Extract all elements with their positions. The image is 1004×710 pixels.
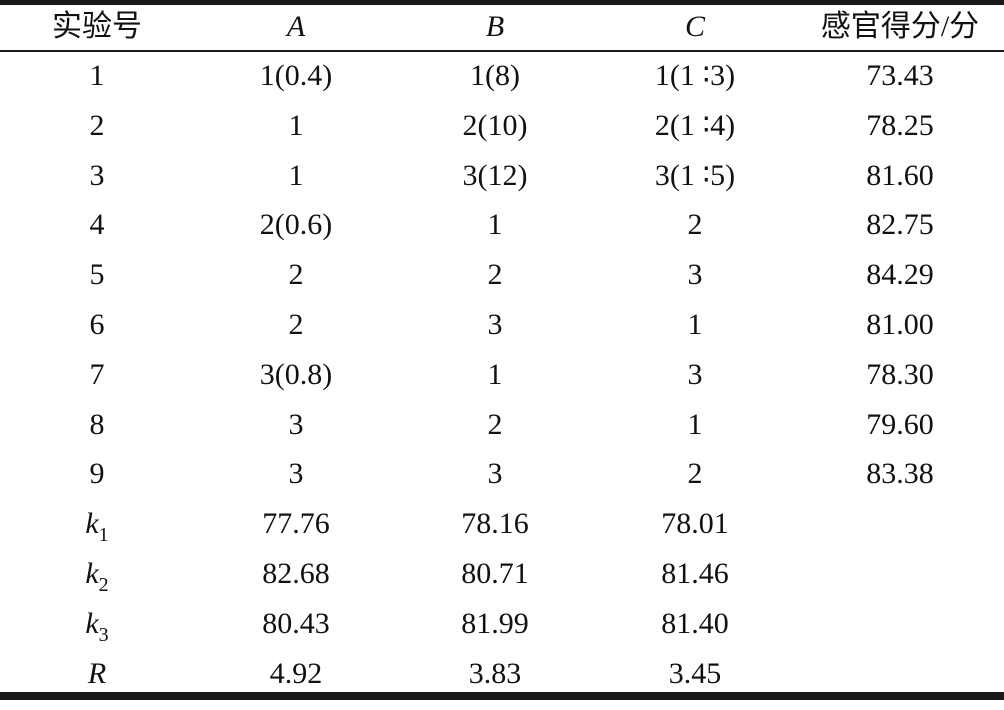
- table-cell: 2: [487, 258, 503, 292]
- table-cell: 3: [288, 407, 304, 441]
- table-header-rule: [0, 50, 1004, 52]
- table-cell: 3: [687, 357, 703, 391]
- header-cell: 实验号: [52, 10, 142, 43]
- table-cell: 2(0.6): [259, 208, 333, 242]
- summary-symbol: k: [85, 557, 99, 590]
- table-cell: 3: [487, 308, 503, 341]
- table-cell: 1: [288, 108, 304, 142]
- table-cell: 5: [89, 258, 105, 292]
- table-cell: 1(0.4): [259, 59, 333, 92]
- summary-row: R 4.92 3.83 3.45: [0, 649, 1004, 699]
- table-row: 9 3 3 2 83.38: [0, 449, 1004, 499]
- table-cell: 81.00: [866, 308, 934, 341]
- summary-cell: 81.99: [461, 606, 529, 640]
- table-cell: 2(1 ∶4): [654, 108, 736, 142]
- summary-cell: 4.92: [269, 656, 323, 690]
- table-cell: 2: [288, 258, 304, 292]
- header-cell: B: [395, 2, 595, 52]
- header-cell: 感官得分/分: [820, 10, 980, 43]
- table-cell: 3: [89, 158, 105, 192]
- summary-row: k3 80.43 81.99 81.40: [0, 599, 1004, 649]
- table-top-rule: [0, 0, 1004, 5]
- table-cell: 1(8): [470, 59, 520, 92]
- summary-cell: 78.16: [461, 507, 529, 541]
- summary-symbol: R: [87, 656, 107, 690]
- table-cell: 1: [89, 59, 105, 92]
- table-cell: 1: [687, 308, 703, 341]
- table-cell: 6: [89, 308, 105, 341]
- table-cell: 8: [89, 407, 105, 441]
- summary-cell: 80.71: [461, 557, 529, 590]
- table-row: 2 1 2(10) 2(1 ∶4) 78.25: [0, 101, 1004, 151]
- table-row: 4 2(0.6) 1 2 82.75: [0, 200, 1004, 250]
- table-cell: 2: [687, 208, 703, 242]
- header-cell: A: [196, 2, 396, 52]
- table-row: 5 2 2 3 84.29: [0, 250, 1004, 300]
- summary-row: k2 82.68 80.71 81.46: [0, 549, 1004, 599]
- table-cell: 1(1 ∶3): [654, 59, 736, 92]
- summary-subscript: 1: [98, 524, 109, 547]
- header-label: A: [286, 10, 306, 43]
- table-cell: 78.25: [866, 108, 934, 142]
- summary-cell: 78.01: [661, 507, 729, 541]
- table-cell: 3(0.8): [259, 357, 333, 391]
- table-cell: 2: [687, 457, 703, 491]
- summary-cell: 81.40: [661, 606, 729, 640]
- header-cell: C: [595, 2, 795, 52]
- summary-label: k3: [0, 599, 197, 649]
- table-cell: 3: [687, 258, 703, 292]
- table-row: 7 3(0.8) 1 3 78.30: [0, 350, 1004, 400]
- table-header-row: 实验号 A B C 感官得分/分: [0, 2, 1004, 52]
- table-row: 3 1 3(12) 3(1 ∶5) 81.60: [0, 151, 1004, 201]
- table-cell: 1: [687, 407, 703, 441]
- table-cell: 2: [487, 407, 503, 441]
- table-cell: 7: [89, 357, 105, 391]
- table-cell: 1: [487, 208, 503, 242]
- summary-label: k1: [0, 499, 197, 549]
- summary-cell: 77.76: [262, 507, 330, 541]
- table-cell: 82.75: [866, 208, 934, 242]
- summary-cell: 81.46: [661, 557, 729, 590]
- header-label: B: [485, 10, 505, 43]
- table-cell: 4: [89, 208, 105, 242]
- summary-cell: 3.45: [668, 656, 722, 690]
- summary-row: k1 77.76 78.16 78.01: [0, 499, 1004, 549]
- summary-subscript: 2: [98, 574, 109, 596]
- table-cell: 3(1 ∶5): [654, 158, 736, 192]
- summary-symbol: k: [85, 507, 99, 541]
- summary-subscript: 3: [98, 623, 109, 646]
- table-cell: 81.60: [866, 158, 934, 192]
- table-row: 6 2 3 1 81.00: [0, 300, 1004, 350]
- table-cell: 2: [288, 308, 304, 341]
- table-cell: 83.38: [866, 457, 934, 491]
- summary-symbol: k: [85, 606, 99, 640]
- summary-label: R: [0, 649, 197, 699]
- table-cell: 3: [487, 457, 503, 491]
- table-cell: 2: [89, 108, 105, 142]
- table-bottom-rule: [0, 692, 1004, 700]
- table-cell: 3: [288, 457, 304, 491]
- header-label: C: [684, 10, 705, 43]
- table-cell: 2(10): [462, 108, 528, 142]
- summary-cell: 80.43: [262, 606, 330, 640]
- table-cell: 79.60: [866, 407, 934, 441]
- table-cell: 1: [487, 357, 503, 391]
- table-cell: 73.43: [866, 59, 934, 92]
- table-cell: 84.29: [866, 258, 934, 292]
- summary-label: k2: [0, 549, 197, 599]
- table-cell: 9: [89, 457, 105, 491]
- table-row: 1 1(0.4) 1(8) 1(1 ∶3) 73.43: [0, 51, 1004, 101]
- table-cell: 3(12): [462, 158, 528, 192]
- table-row: 8 3 2 1 79.60: [0, 400, 1004, 450]
- table-cell: 78.30: [866, 357, 934, 391]
- summary-cell: 82.68: [262, 557, 330, 590]
- table-cell: 1: [288, 158, 304, 192]
- summary-cell: 3.83: [468, 656, 522, 690]
